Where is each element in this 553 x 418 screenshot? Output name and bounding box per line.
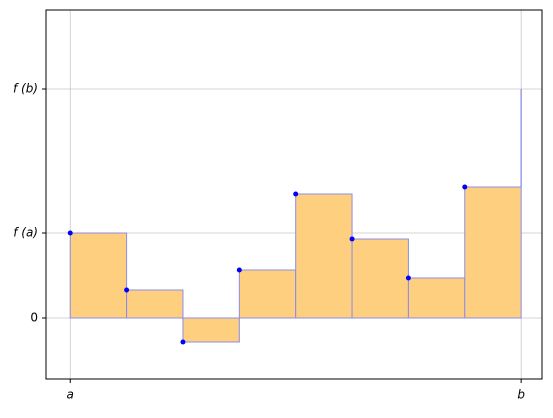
sample-point xyxy=(462,184,468,190)
y-tick-label: f (b) xyxy=(13,82,38,96)
step-bar xyxy=(464,186,522,319)
step-bar xyxy=(182,317,240,343)
sample-point xyxy=(236,267,242,273)
y-tick-label: f (a) xyxy=(13,226,38,240)
sample-point xyxy=(124,287,130,293)
sample-point xyxy=(349,236,355,242)
step-bar xyxy=(126,289,184,319)
step-bar xyxy=(351,238,409,319)
step-bar xyxy=(69,232,128,319)
sample-point xyxy=(67,230,73,236)
x-tick-label: b xyxy=(517,388,525,402)
y-tick-label: 0 xyxy=(30,311,38,325)
sample-point xyxy=(293,191,299,197)
plot-frame xyxy=(45,9,543,380)
step-bar xyxy=(407,277,466,319)
step-bar xyxy=(295,193,353,319)
step-bar xyxy=(238,269,297,319)
sample-point xyxy=(180,339,186,345)
x-tick-label: a xyxy=(67,388,74,402)
sample-point xyxy=(405,275,411,281)
